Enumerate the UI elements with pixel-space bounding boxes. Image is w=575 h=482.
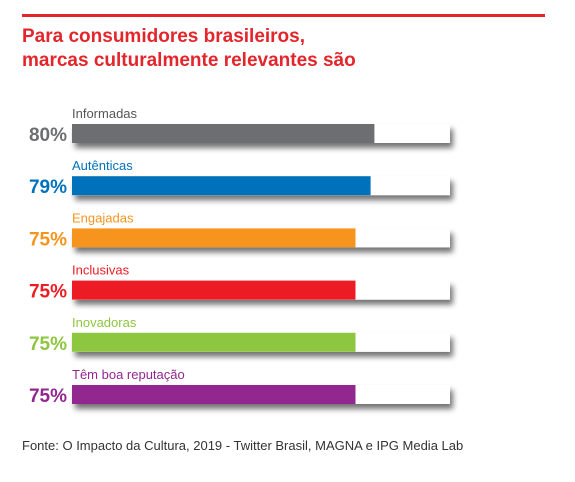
chart-title-line-1: Para consumidores brasileiros, [22, 26, 306, 47]
bar [72, 385, 356, 404]
category-label: Inovadoras [72, 315, 137, 330]
category-label: Inclusivas [72, 263, 130, 278]
value-label: 79% [29, 177, 67, 198]
source-note: Fonte: O Impacto da Cultura, 2019 - Twit… [22, 438, 464, 453]
category-label: Autênticas [72, 158, 133, 173]
category-label: Engajadas [72, 210, 134, 225]
category-label: Informadas [72, 106, 138, 121]
chart-title: Para consumidores brasileiros, marcas cu… [22, 25, 542, 73]
bar [72, 124, 375, 143]
value-label: 75% [29, 229, 67, 250]
value-label: 75% [29, 334, 67, 355]
value-label: 80% [29, 125, 67, 146]
value-label: 75% [29, 282, 67, 303]
bar [72, 176, 371, 196]
bar [72, 228, 356, 248]
bar [72, 280, 356, 300]
title-rule [22, 14, 545, 17]
value-label: 75% [29, 386, 67, 407]
bar [72, 332, 356, 352]
category-label: Têm boa reputação [72, 367, 185, 382]
chart-title-line-2: marcas culturalmente relevantes são [22, 50, 356, 71]
